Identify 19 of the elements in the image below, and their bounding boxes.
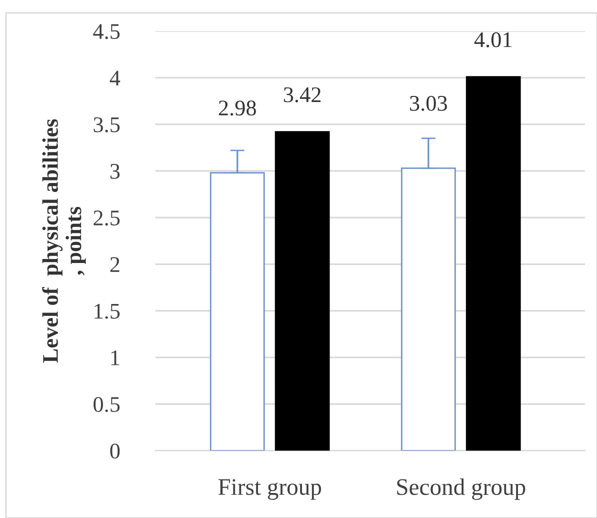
- y-tick-label: 2.5: [94, 210, 120, 226]
- y-tick-label: 3.5: [94, 117, 120, 132]
- data-label: 2.98: [218, 100, 256, 116]
- y-tick-label: 0.5: [94, 396, 120, 412]
- data-label: 3.03: [410, 96, 447, 111]
- y-axis-title: Level of physical abilities , points: [42, 119, 86, 363]
- y-tick-label: 1: [111, 350, 120, 366]
- y-tick-label: 4.5: [93, 24, 120, 40]
- y-tick-label: 0: [110, 444, 120, 459]
- data-label: 4.01: [474, 32, 512, 48]
- bar: [466, 76, 521, 451]
- y-tick-label: 2: [110, 257, 120, 272]
- y-tick-label: 4: [110, 70, 120, 86]
- x-tick-label: First group: [218, 479, 322, 500]
- y-tick-label: 3: [110, 164, 120, 179]
- bar: [274, 131, 330, 451]
- data-label: 3.42: [284, 87, 321, 102]
- x-tick-label: Second group: [397, 478, 526, 500]
- y-tick-label: 1.5: [94, 304, 120, 319]
